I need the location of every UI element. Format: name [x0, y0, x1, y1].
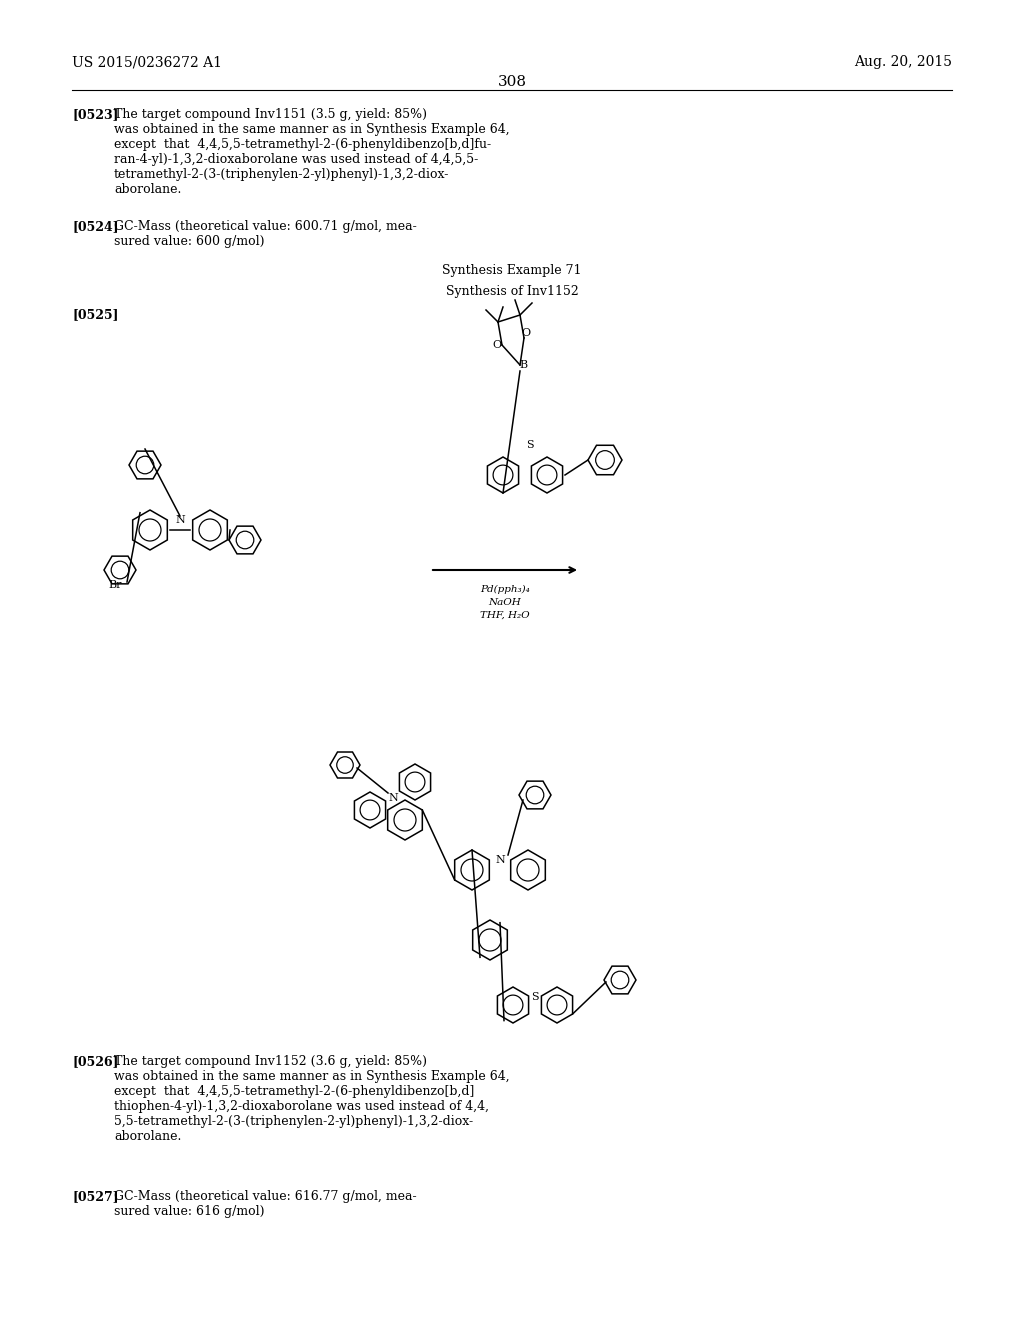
Text: O: O [493, 341, 502, 350]
Text: S: S [531, 993, 539, 1002]
Text: Aug. 20, 2015: Aug. 20, 2015 [854, 55, 952, 69]
Text: [0526]: [0526] [72, 1055, 119, 1068]
Text: The target compound Inv1151 (3.5 g, yield: 85%)
was obtained in the same manner : The target compound Inv1151 (3.5 g, yiel… [114, 108, 510, 195]
Text: Synthesis Example 71: Synthesis Example 71 [442, 264, 582, 277]
Text: Br: Br [109, 579, 122, 590]
Text: Synthesis of Inv1152: Synthesis of Inv1152 [445, 285, 579, 298]
Text: THF, H₂O: THF, H₂O [480, 611, 529, 620]
Text: [0527]: [0527] [72, 1191, 119, 1203]
Text: [0524]: [0524] [72, 220, 119, 234]
Text: B: B [519, 360, 527, 370]
Text: [0523]: [0523] [72, 108, 119, 121]
Text: N: N [175, 515, 185, 525]
Text: Pd(pph₃)₄: Pd(pph₃)₄ [480, 585, 529, 594]
Text: GC-Mass (theoretical value: 600.71 g/mol, mea-
sured value: 600 g/mol): GC-Mass (theoretical value: 600.71 g/mol… [114, 220, 417, 248]
Text: US 2015/0236272 A1: US 2015/0236272 A1 [72, 55, 222, 69]
Text: S: S [526, 440, 534, 450]
Text: The target compound Inv1152 (3.6 g, yield: 85%)
was obtained in the same manner : The target compound Inv1152 (3.6 g, yiel… [114, 1055, 510, 1143]
Text: N: N [496, 855, 505, 865]
Text: GC-Mass (theoretical value: 616.77 g/mol, mea-
sured value: 616 g/mol): GC-Mass (theoretical value: 616.77 g/mol… [114, 1191, 417, 1218]
Text: [0525]: [0525] [72, 308, 119, 321]
Text: O: O [521, 327, 530, 338]
Text: 308: 308 [498, 75, 526, 88]
Text: N: N [388, 793, 398, 803]
Text: NaOH: NaOH [488, 598, 521, 607]
